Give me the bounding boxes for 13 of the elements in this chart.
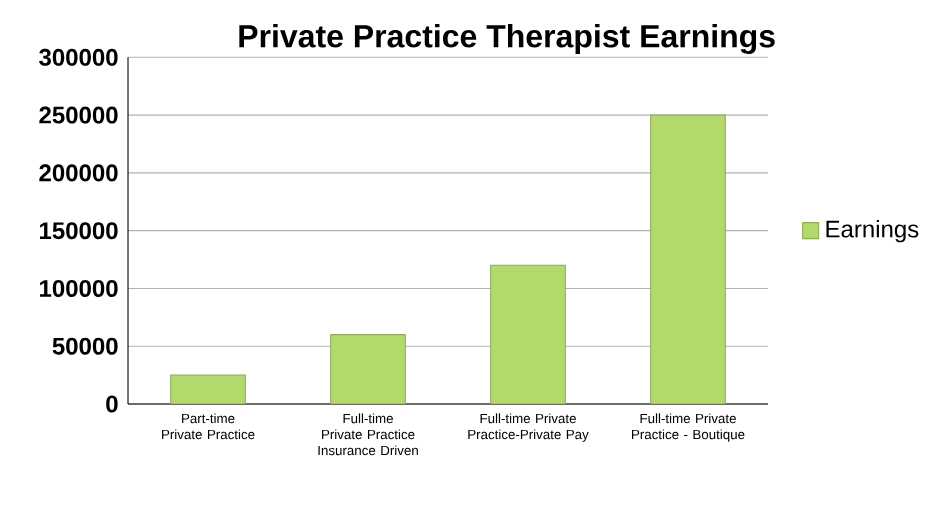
y-tick-label: 50000 — [52, 337, 118, 355]
bar — [490, 264, 566, 404]
y-tick-label: 150000 — [40, 222, 118, 240]
bar — [170, 374, 246, 404]
y-tick-label: 0 — [106, 395, 118, 413]
y-tick-label: 100000 — [40, 279, 118, 297]
y-tick-label: 250000 — [39, 106, 118, 124]
chart-title: Private Practice Therapist Earnings — [239, 24, 775, 55]
legend-label: Earnings — [826, 219, 919, 243]
bar — [330, 334, 406, 404]
bar — [650, 114, 726, 404]
y-tick-label: 200000 — [39, 164, 118, 182]
y-tick-label: 300000 — [39, 48, 118, 66]
